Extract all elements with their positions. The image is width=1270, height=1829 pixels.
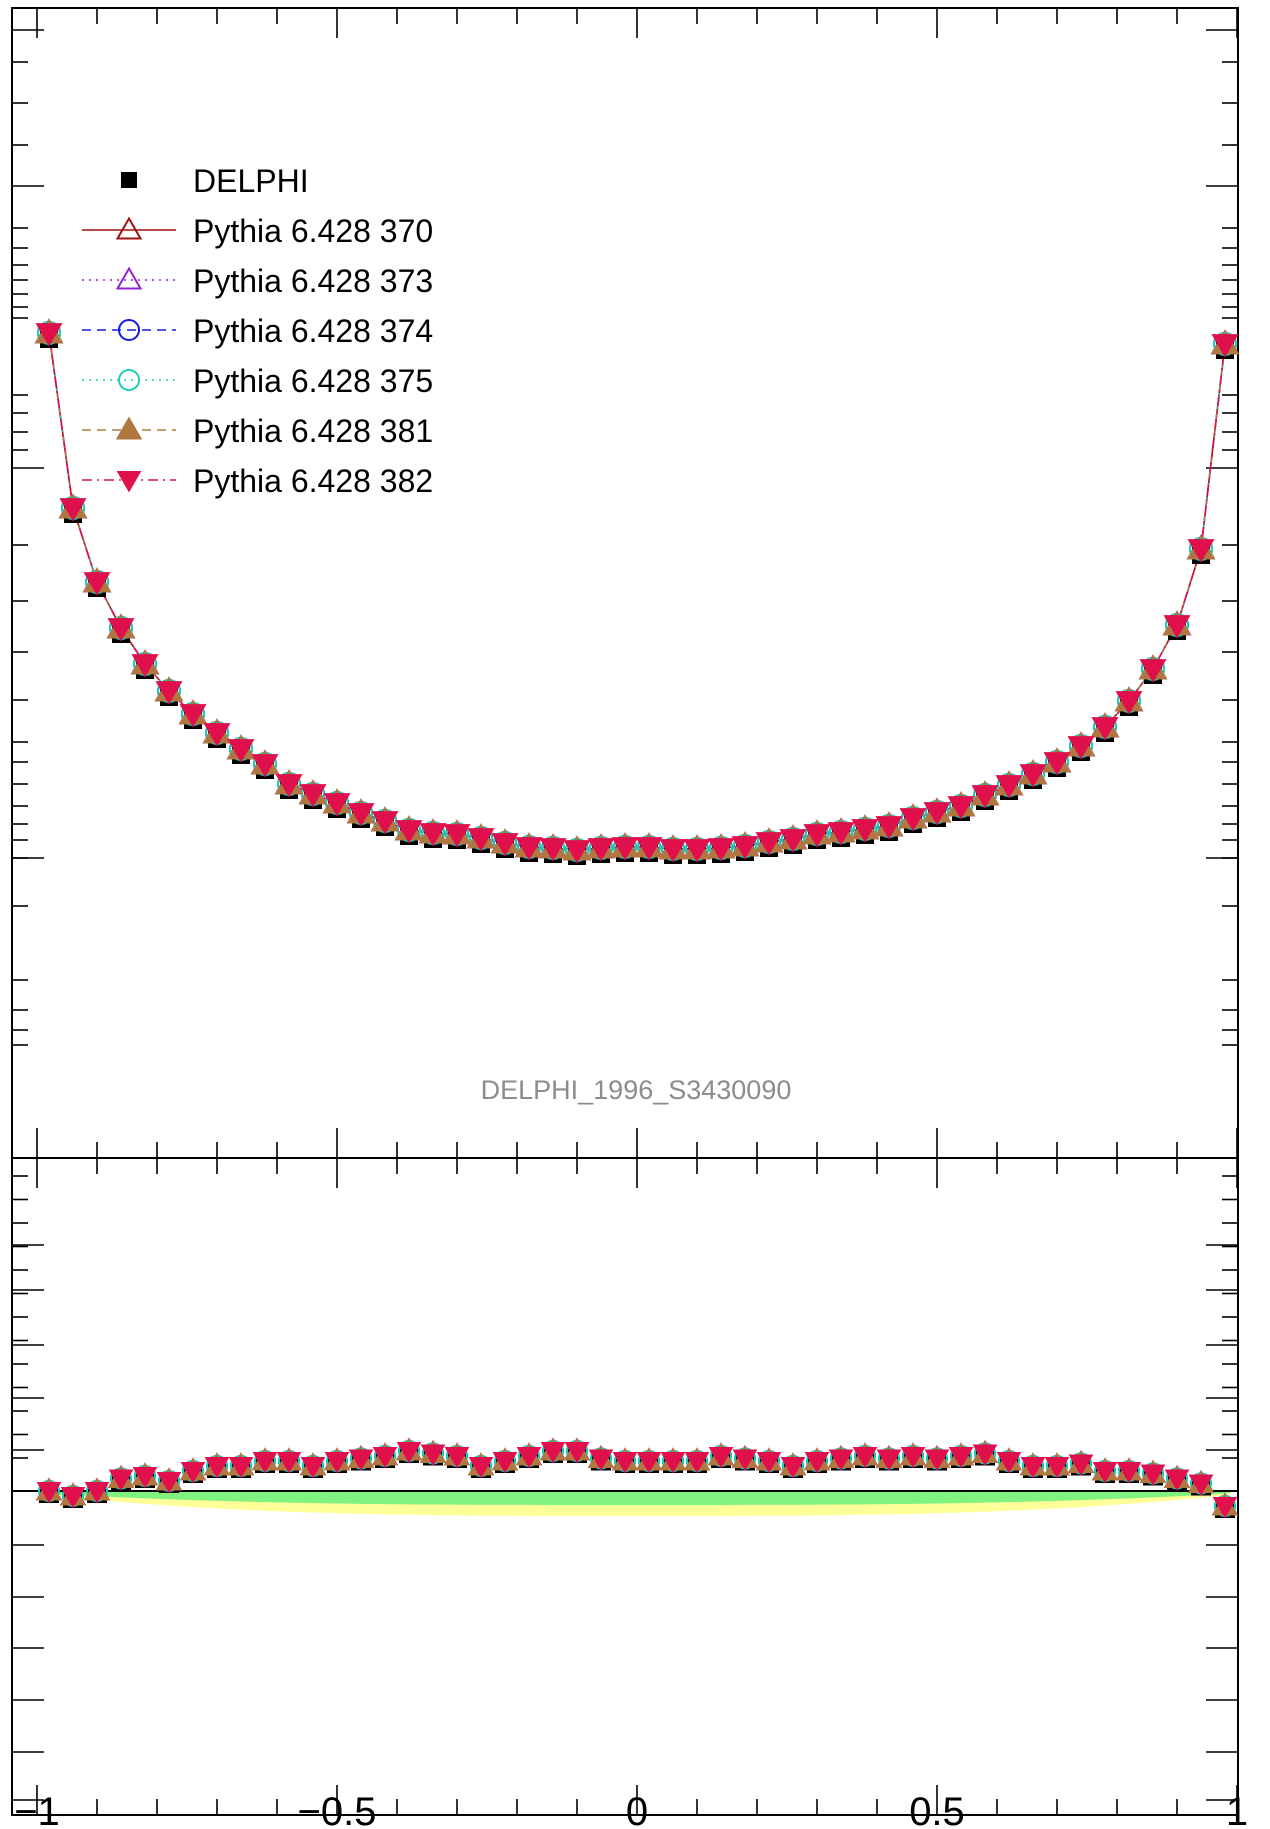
x-tick-label: −0.5	[298, 1790, 377, 1829]
ratio-panel-frame	[12, 1158, 1238, 1815]
x-tick-label: −1	[14, 1790, 60, 1829]
legend: DELPHI Pythia 6.428 370 Pythia 6.428 373 Py…	[82, 163, 433, 499]
x-tick-label: 0.5	[909, 1790, 965, 1829]
legend-label: DELPHI	[193, 163, 309, 199]
analysis-watermark: DELPHI_1996_S3430090	[481, 1075, 792, 1105]
x-tick-label: 1	[1226, 1790, 1248, 1829]
legend-marker	[118, 419, 141, 439]
legend-label: Pythia 6.428 375	[193, 363, 433, 399]
ratio-uncertainty-band	[12, 1491, 1238, 1516]
legend-marker	[119, 370, 139, 390]
legend-marker	[118, 219, 141, 239]
legend-marker	[118, 472, 141, 492]
legend-marker	[121, 172, 137, 188]
legend-label: Pythia 6.428 382	[193, 463, 433, 499]
legend-label: Pythia 6.428 374	[193, 313, 433, 349]
legend-label: Pythia 6.428 381	[193, 413, 433, 449]
x-tick-label: 0	[626, 1790, 648, 1829]
legend-label: Pythia 6.428 370	[193, 213, 433, 249]
legend-marker	[118, 269, 141, 289]
legend-label: Pythia 6.428 373	[193, 263, 433, 299]
data-series	[36, 320, 1237, 1518]
